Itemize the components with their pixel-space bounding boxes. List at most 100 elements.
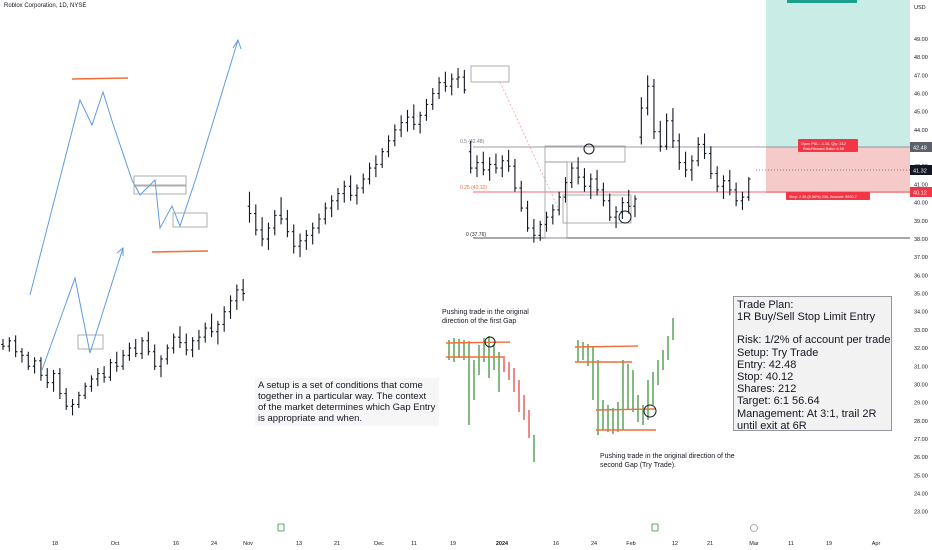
ohlc-bar [146, 331, 151, 356]
target-label-box [787, 0, 857, 3]
y-tick-label: 48.00 [914, 55, 928, 61]
ohlc-bar [557, 191, 561, 216]
ohlc-bar [405, 109, 410, 132]
ohlc-bar [588, 173, 593, 199]
ohlc-bar [671, 108, 675, 149]
concept-level-bottom [151, 250, 209, 253]
y-tick-label: 47.00 [914, 73, 928, 79]
ohlc-bar [336, 188, 340, 210]
ohlc-bar [317, 213, 321, 234]
ohlc-bar [424, 98, 429, 121]
ohlc-bar [20, 348, 24, 363]
ohlc-bar [607, 193, 612, 221]
concept-box-4 [77, 334, 104, 350]
ohlc-bar [563, 177, 568, 203]
ohlc-bar [734, 182, 738, 207]
ohlc-bar [367, 162, 372, 185]
second-gap-note: Pushing trade in the original direction … [600, 453, 735, 469]
x-tick-label: 16 [173, 541, 179, 547]
ohlc-bar [456, 68, 460, 89]
ohlc-bar [443, 71, 448, 92]
ohlc-bar [576, 157, 580, 185]
gap-box-1 [470, 65, 510, 83]
trade-plan-target: Target: 6:1 56.64 [737, 395, 820, 408]
ohlc-bar [310, 222, 315, 245]
x-tick-label: Apr [872, 541, 881, 547]
ohlc-bar [247, 191, 252, 223]
earnings-marker-2[interactable] [651, 523, 659, 532]
ohlc-bar [197, 329, 201, 350]
x-tick-label: Dec [374, 541, 384, 547]
concept-level-top [71, 77, 129, 80]
y-tick-label: 37.00 [914, 255, 928, 261]
ohlc-bar [39, 357, 43, 381]
trade-plan-shares: Shares: 212 [737, 383, 797, 396]
ohlc-bar [437, 77, 441, 99]
ohlc-bars [1, 68, 751, 416]
price-axis[interactable]: 49.0048.0047.0046.0045.0044.0043.0042.00… [914, 37, 928, 516]
ohlc-bar [96, 368, 100, 387]
ohlc-bar [614, 206, 618, 229]
ohlc-bar [108, 358, 113, 381]
event-markers[interactable] [277, 523, 758, 532]
x-tick-label: 13 [296, 541, 302, 547]
y-tick-label: 38.00 [914, 237, 928, 243]
trade-plan-risk: Risk: 1/2% of account per trade [737, 334, 891, 347]
ohlc-bar [235, 284, 239, 310]
ohlc-bar [279, 197, 283, 225]
ohlc-bar [266, 222, 271, 250]
pivot-circle-1 [583, 143, 595, 155]
y-tick-label: 26.00 [914, 455, 928, 461]
time-axis[interactable]: 18 Oct 16 24 Nov 13 21 Dec 11 19 2024 16 24 Feb 12 21 Ma… [52, 541, 881, 547]
ohlc-bar [291, 224, 296, 254]
ohlc-bar [159, 355, 163, 378]
ohlc-bar [7, 337, 12, 352]
ohlc-bar [133, 338, 138, 358]
ohlc-bar [532, 218, 536, 243]
ohlc-bar [449, 73, 454, 96]
ohlc-bar [399, 115, 403, 138]
concept-box-3 [172, 212, 208, 228]
concept-pattern-lower [41, 246, 124, 371]
ohlc-bar [380, 148, 384, 169]
fib-label-05: 0.5 (42.48) [460, 139, 485, 145]
ohlc-bar [683, 151, 688, 178]
x-tick-label: 11 [411, 541, 417, 547]
x-tick-label: 21 [334, 541, 340, 547]
entry-price-tag-text: 42.48 [913, 146, 927, 152]
y-tick-label: 33.00 [914, 328, 928, 334]
mini2-level-low [595, 408, 656, 411]
y-tick-label: 28.00 [914, 419, 928, 425]
gap-box-4 [562, 194, 632, 224]
ratio-label: Risk/Reward Ratio: 6.00 [803, 147, 844, 151]
ohlc-bar [677, 133, 682, 170]
earnings-marker-1[interactable] [277, 523, 285, 532]
x-tick-label: 12 [672, 541, 678, 547]
concept-box-2 [133, 185, 187, 195]
ohlc-bar [500, 155, 505, 178]
ohlc-bar [538, 220, 542, 241]
last-price-tag-text: 41.32 [913, 169, 927, 175]
symbol-title: Roblox Corporation, 1D, NYSE [4, 3, 87, 9]
entry-price-tag [910, 142, 932, 152]
ohlc-bar [102, 366, 106, 383]
x-tick-label: 24 [591, 541, 597, 547]
ohlc-bar [690, 155, 694, 181]
ohlc-bar [285, 209, 290, 238]
ohlc-bar [620, 197, 625, 219]
ohlc-bar [721, 175, 726, 199]
ohlc-bar [374, 155, 378, 178]
x-tick-label: 18 [52, 541, 58, 547]
ohlc-bar [13, 335, 18, 358]
x-tick-label: 11 [788, 541, 794, 547]
event-marker-3[interactable] [750, 524, 758, 532]
ohlc-bar [190, 337, 195, 358]
pivot-circle-2 [618, 210, 632, 224]
ohlc-bar [83, 382, 87, 399]
ohlc-bar [152, 344, 157, 370]
x-tick-label: 19 [450, 541, 456, 547]
ohlc-bar [45, 368, 50, 389]
ohlc-bar [412, 104, 416, 130]
y-tick-label: 23.00 [914, 510, 928, 516]
